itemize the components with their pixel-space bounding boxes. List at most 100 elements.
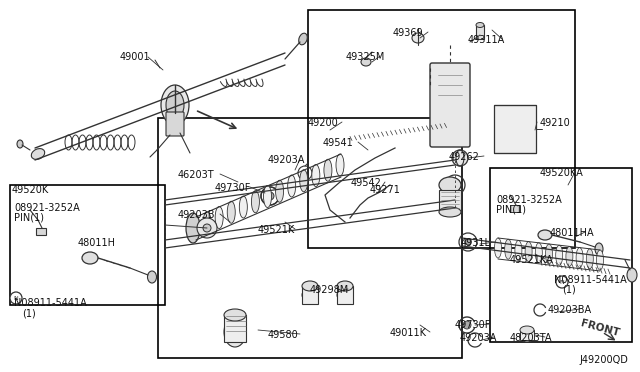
Circle shape: [197, 218, 217, 238]
Bar: [224, 315, 246, 342]
Text: 49203A: 49203A: [460, 333, 497, 343]
Bar: [494, 105, 536, 153]
Ellipse shape: [300, 170, 308, 192]
Ellipse shape: [287, 175, 296, 197]
Ellipse shape: [505, 239, 512, 259]
Ellipse shape: [337, 289, 353, 301]
Bar: [36, 228, 46, 235]
Bar: [302, 286, 318, 304]
Bar: [10, 185, 165, 305]
Text: 49311A: 49311A: [468, 35, 505, 45]
Ellipse shape: [556, 245, 563, 265]
Text: 49298M: 49298M: [310, 285, 349, 295]
Text: 49542: 49542: [351, 178, 382, 188]
Ellipse shape: [545, 244, 552, 264]
Ellipse shape: [302, 289, 318, 301]
Ellipse shape: [224, 317, 246, 347]
Text: 49520K: 49520K: [12, 185, 49, 195]
Ellipse shape: [147, 271, 157, 283]
Ellipse shape: [520, 326, 534, 334]
Ellipse shape: [476, 22, 484, 28]
Bar: [520, 330, 534, 340]
Ellipse shape: [264, 186, 271, 208]
Ellipse shape: [161, 85, 189, 125]
Text: 49200: 49200: [308, 118, 339, 128]
Ellipse shape: [412, 33, 424, 43]
Text: 4931L: 4931L: [461, 238, 491, 248]
Ellipse shape: [627, 268, 637, 282]
Bar: [439, 190, 461, 212]
Ellipse shape: [239, 196, 247, 218]
Text: N: N: [559, 279, 564, 285]
Ellipse shape: [276, 180, 284, 202]
Ellipse shape: [538, 230, 552, 240]
Bar: [510, 205, 520, 212]
Ellipse shape: [576, 248, 583, 267]
Ellipse shape: [439, 207, 461, 217]
Bar: [337, 286, 353, 304]
Text: 49011K: 49011K: [390, 328, 427, 338]
Circle shape: [10, 292, 22, 304]
Ellipse shape: [439, 177, 461, 193]
Text: 49521K: 49521K: [258, 225, 295, 235]
Ellipse shape: [520, 332, 534, 342]
Text: 49730F: 49730F: [215, 183, 252, 193]
Text: 49203BA: 49203BA: [548, 305, 592, 315]
Ellipse shape: [31, 148, 45, 160]
Text: 49730F: 49730F: [455, 320, 492, 330]
Ellipse shape: [535, 243, 542, 263]
Text: 46203T: 46203T: [178, 170, 214, 180]
Ellipse shape: [186, 213, 200, 243]
Text: 48011H: 48011H: [78, 238, 116, 248]
Circle shape: [556, 276, 568, 288]
Text: (1): (1): [22, 308, 36, 318]
Ellipse shape: [166, 91, 184, 119]
Ellipse shape: [224, 309, 246, 321]
Text: 49369: 49369: [393, 28, 424, 38]
Ellipse shape: [596, 250, 604, 270]
Ellipse shape: [525, 241, 532, 262]
Bar: [158, 118, 462, 358]
Circle shape: [451, 181, 459, 189]
Text: 49580: 49580: [268, 330, 299, 340]
Text: N08911-5441A: N08911-5441A: [14, 298, 87, 308]
Ellipse shape: [312, 164, 320, 186]
Text: PIN(1): PIN(1): [496, 205, 526, 215]
FancyBboxPatch shape: [166, 112, 184, 136]
Ellipse shape: [336, 154, 344, 176]
Text: 49521KA: 49521KA: [510, 255, 554, 265]
Text: 49271: 49271: [370, 185, 401, 195]
Ellipse shape: [215, 206, 223, 228]
Ellipse shape: [595, 243, 603, 255]
Ellipse shape: [566, 246, 573, 266]
Circle shape: [203, 224, 211, 232]
Text: 49210: 49210: [540, 118, 571, 128]
Ellipse shape: [361, 58, 371, 66]
Ellipse shape: [227, 201, 236, 223]
Text: 08921-3252A: 08921-3252A: [14, 203, 80, 213]
Circle shape: [463, 321, 471, 329]
Ellipse shape: [302, 281, 318, 291]
Text: FRONT: FRONT: [579, 318, 621, 338]
Text: 49262: 49262: [449, 152, 480, 162]
Ellipse shape: [324, 159, 332, 181]
Bar: [490, 168, 632, 342]
Text: 48011HA: 48011HA: [550, 228, 595, 238]
Ellipse shape: [586, 249, 593, 269]
Circle shape: [452, 150, 468, 166]
Text: N: N: [13, 295, 19, 301]
Text: 48203TA: 48203TA: [510, 333, 552, 343]
Ellipse shape: [17, 140, 23, 148]
Ellipse shape: [191, 217, 199, 239]
Ellipse shape: [203, 212, 211, 234]
Text: 49203A: 49203A: [268, 155, 305, 165]
Bar: [308, 10, 575, 248]
Ellipse shape: [82, 252, 98, 264]
Text: 49541: 49541: [323, 138, 354, 148]
Text: J49200QD: J49200QD: [579, 355, 628, 365]
Text: 49520KA: 49520KA: [540, 168, 584, 178]
Circle shape: [465, 239, 471, 245]
Ellipse shape: [515, 240, 522, 260]
FancyBboxPatch shape: [430, 63, 470, 147]
Text: 08921-3252A: 08921-3252A: [496, 195, 562, 205]
